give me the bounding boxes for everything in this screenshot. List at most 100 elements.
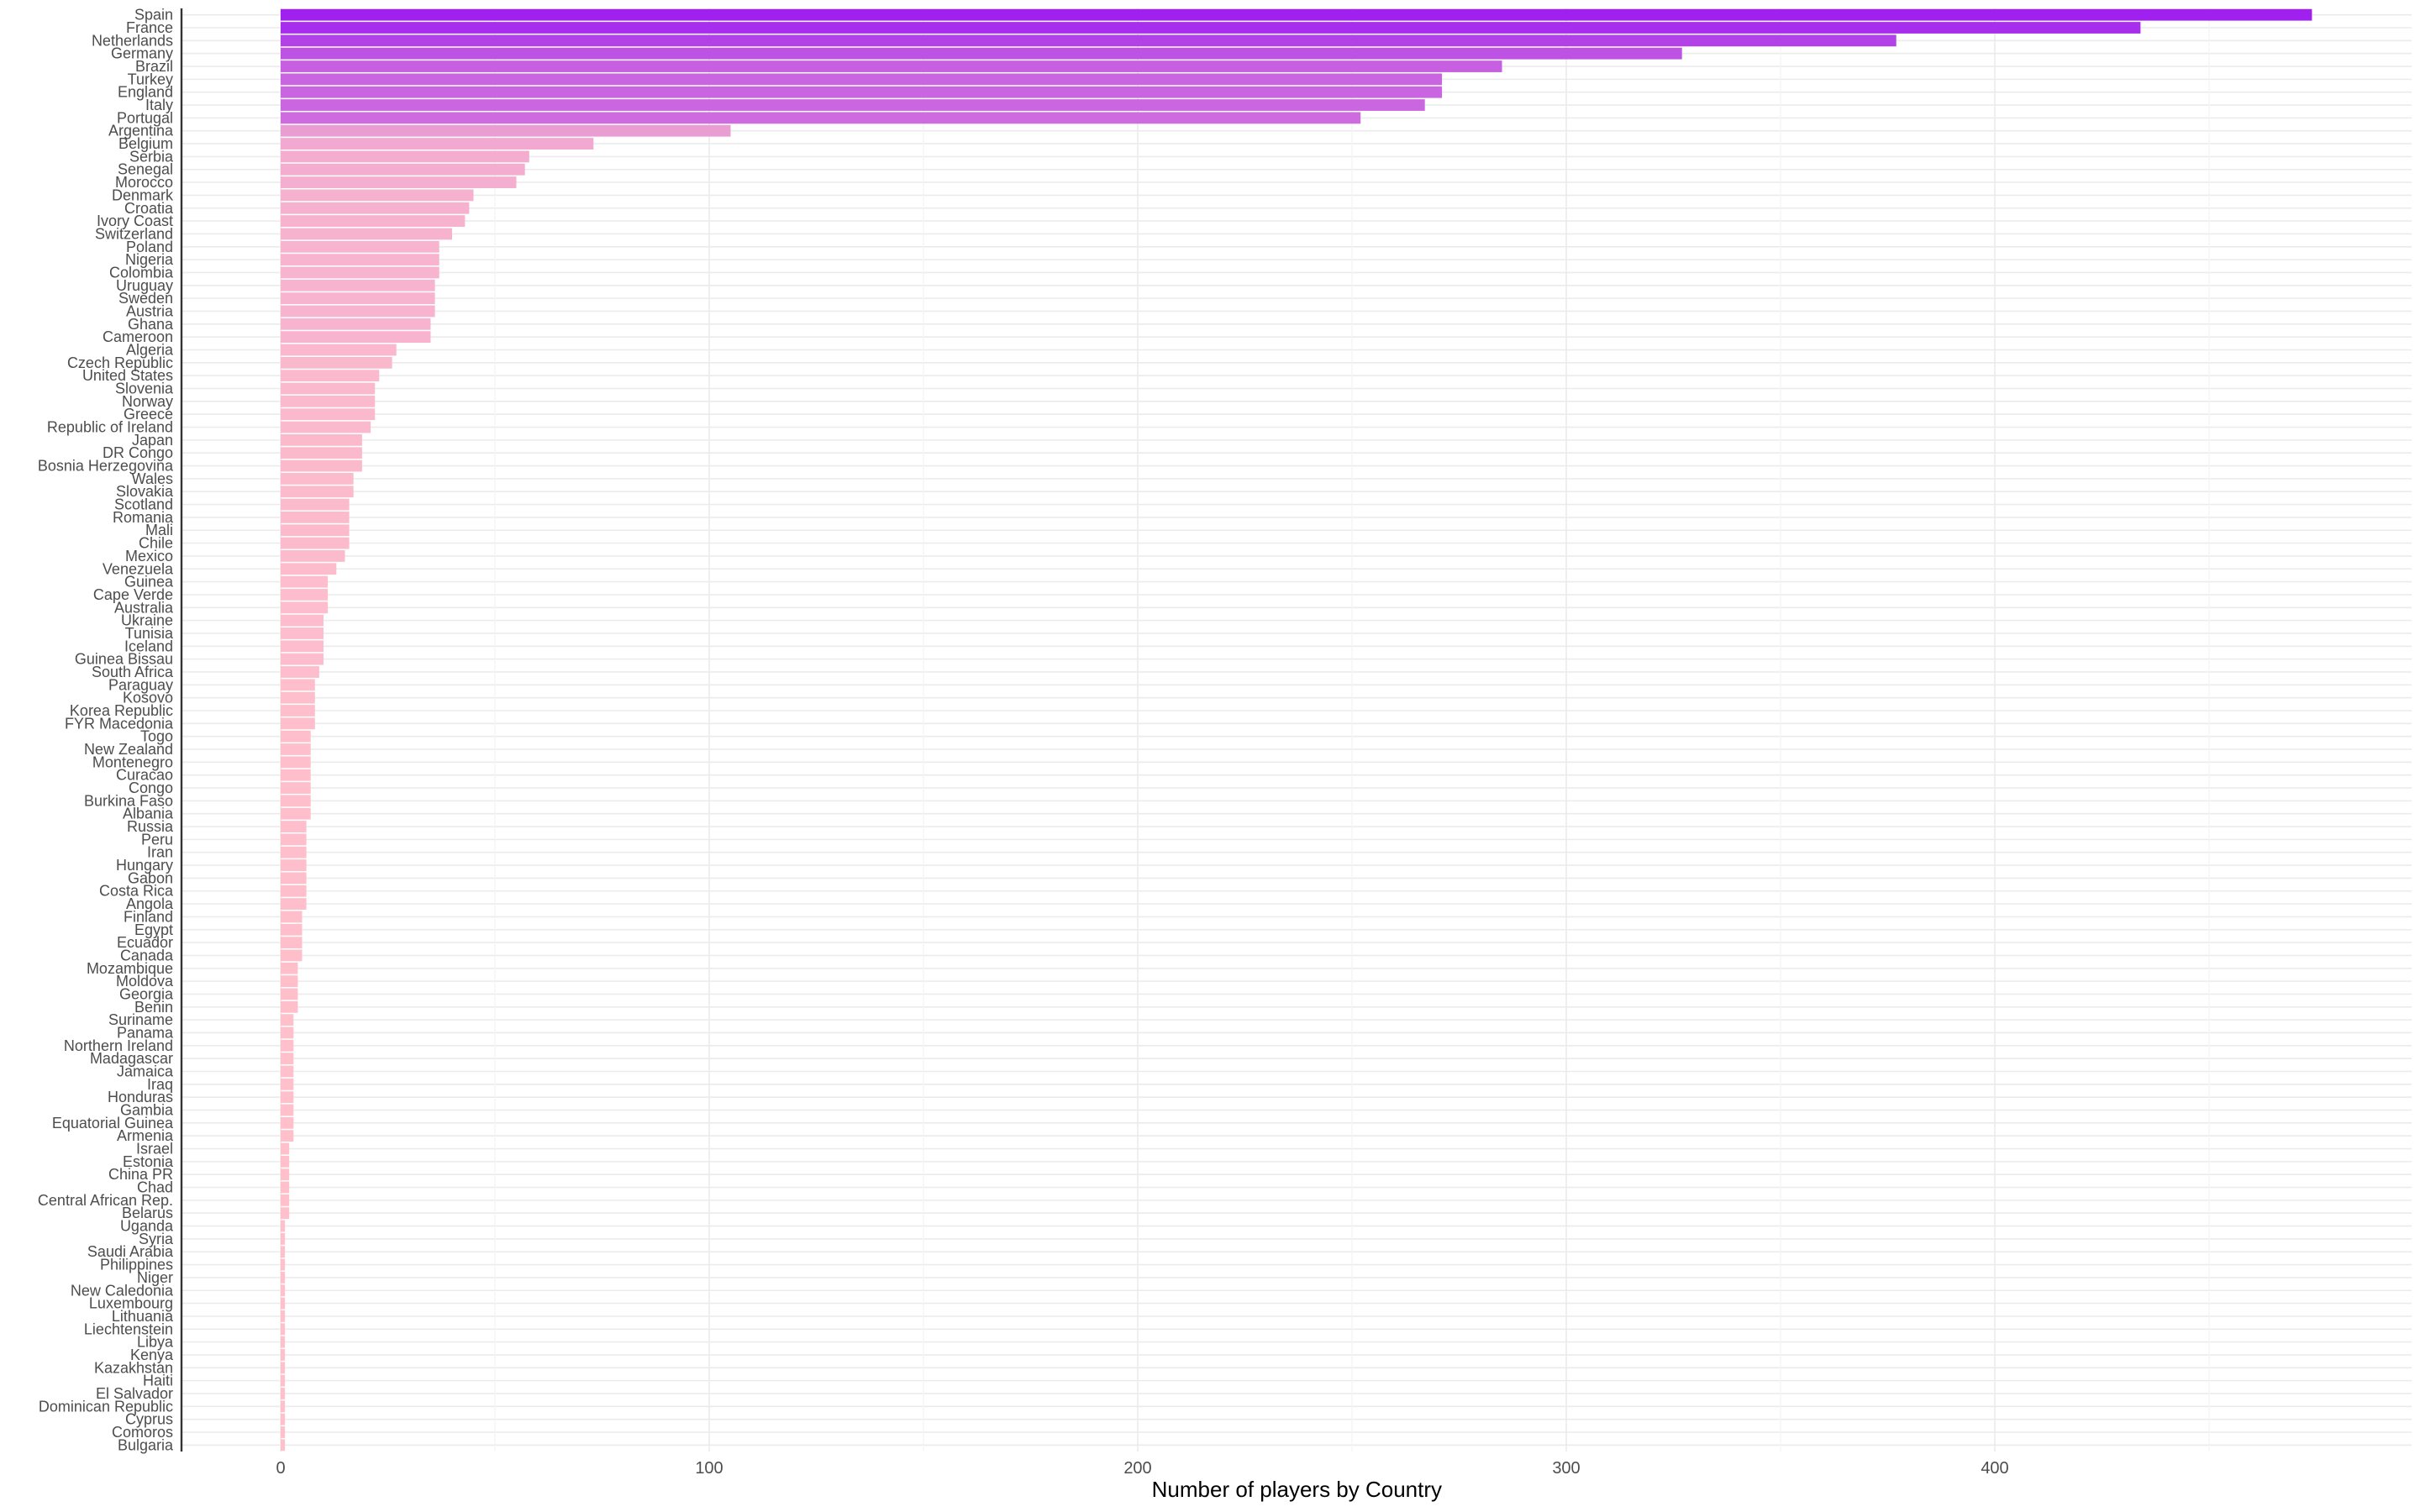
bar-cyprus bbox=[281, 1413, 286, 1425]
category-label: Switzerland bbox=[95, 225, 173, 242]
bar-france bbox=[281, 22, 2141, 34]
category-label: Turkey bbox=[128, 71, 173, 87]
x-tick-label: 100 bbox=[695, 1459, 723, 1478]
category-label: United States bbox=[82, 367, 173, 384]
bar-armenia bbox=[281, 1130, 294, 1142]
bar-belgium bbox=[281, 138, 594, 150]
category-label: Canada bbox=[120, 947, 174, 963]
category-label: Curacao bbox=[116, 767, 173, 784]
category-label: Burkina Faso bbox=[84, 792, 173, 809]
bar-jamaica bbox=[281, 1065, 294, 1078]
bar-iran bbox=[281, 846, 307, 858]
category-label: Romania bbox=[113, 509, 174, 526]
category-label: Greece bbox=[124, 406, 173, 423]
bar-nigeria bbox=[281, 254, 439, 266]
bar-poland bbox=[281, 240, 439, 253]
category-label: Germany bbox=[111, 45, 173, 62]
bar-philippines bbox=[281, 1258, 286, 1271]
category-label: Korea Republic bbox=[70, 702, 173, 719]
bar-italy bbox=[281, 99, 1425, 111]
x-tick-labels: 0 100 200 300 400 bbox=[276, 1459, 2008, 1478]
bar-comoros bbox=[281, 1426, 286, 1438]
x-axis-title: Number of players by Country bbox=[1152, 1477, 1442, 1502]
bar-lithuania bbox=[281, 1310, 286, 1322]
bar-canada bbox=[281, 949, 302, 962]
category-label: FYR Macedonia bbox=[65, 715, 174, 732]
bar-germany bbox=[281, 47, 1682, 60]
category-label: Bulgaria bbox=[118, 1436, 174, 1453]
category-label: Israel bbox=[136, 1141, 173, 1158]
category-label: New Zealand bbox=[84, 741, 173, 758]
bar-chile bbox=[281, 537, 350, 549]
category-label: Congo bbox=[129, 780, 173, 796]
category-label: Venezuela bbox=[103, 560, 174, 577]
category-label: Angola bbox=[126, 895, 174, 912]
category-label: Hungary bbox=[116, 857, 173, 874]
bar-morocco bbox=[281, 176, 517, 188]
category-label: Montenegro bbox=[92, 753, 173, 770]
bar-layer bbox=[281, 8, 2312, 1452]
category-label: Togo bbox=[140, 728, 173, 745]
category-label: Republic of Ireland bbox=[47, 419, 173, 436]
category-label: Lithuania bbox=[112, 1308, 174, 1325]
category-label: Ghana bbox=[128, 316, 174, 333]
category-label: Guinea bbox=[124, 574, 174, 591]
bar-fyr-macedonia bbox=[281, 717, 315, 730]
category-label: Slovenia bbox=[115, 381, 174, 397]
category-label: Kosovo bbox=[123, 690, 173, 706]
bar-belarus bbox=[281, 1207, 290, 1220]
category-label: Austria bbox=[126, 302, 174, 319]
category-label: Albania bbox=[123, 806, 174, 822]
category-label: Finland bbox=[124, 908, 173, 925]
category-label: Gabon bbox=[128, 869, 173, 886]
category-label: Russia bbox=[127, 818, 174, 835]
category-label: Costa Rica bbox=[99, 883, 174, 900]
bar-angola bbox=[281, 898, 307, 910]
bar-england bbox=[281, 86, 1443, 98]
bar-russia bbox=[281, 821, 307, 832]
bar-haiti bbox=[281, 1374, 286, 1387]
category-label: Luxembourg bbox=[89, 1295, 173, 1312]
bar-japan bbox=[281, 433, 362, 446]
bar-united-states bbox=[281, 370, 380, 382]
bar-cameroon bbox=[281, 331, 431, 344]
bar-slovakia bbox=[281, 486, 354, 498]
bar-china-pr bbox=[281, 1168, 290, 1181]
bar-ghana bbox=[281, 318, 431, 330]
category-label: Syria bbox=[139, 1231, 174, 1247]
bar-curacao bbox=[281, 769, 311, 781]
category-label: France bbox=[126, 19, 173, 36]
bar-spain bbox=[281, 8, 2312, 21]
bar-luxembourg bbox=[281, 1297, 286, 1310]
category-label: Scotland bbox=[114, 496, 173, 513]
category-label: Libya bbox=[137, 1334, 174, 1351]
bar-albania bbox=[281, 807, 311, 820]
bar-madagascar bbox=[281, 1053, 294, 1065]
category-label: Moldova bbox=[116, 973, 174, 990]
bar-bulgaria bbox=[281, 1439, 286, 1452]
category-label: Croatia bbox=[124, 200, 174, 217]
bar-uruguay bbox=[281, 279, 435, 291]
category-label: Philippines bbox=[100, 1257, 173, 1273]
bar-dominican-republic bbox=[281, 1400, 286, 1413]
bar-argentina bbox=[281, 124, 731, 137]
category-label: Denmark bbox=[112, 186, 174, 203]
category-label: Egypt bbox=[134, 921, 173, 938]
category-label: Mexico bbox=[125, 548, 173, 564]
category-label: Benin bbox=[134, 999, 173, 1016]
bar-austria bbox=[281, 305, 435, 318]
category-label: Italy bbox=[145, 97, 173, 113]
bar-congo bbox=[281, 782, 311, 794]
category-label: Netherlands bbox=[92, 32, 173, 49]
bar-burkina-faso bbox=[281, 795, 311, 807]
category-label: Haiti bbox=[143, 1373, 173, 1389]
bar-suriname bbox=[281, 1014, 294, 1026]
bar-korea-republic bbox=[281, 705, 315, 717]
bar-saudi-arabia bbox=[281, 1246, 286, 1258]
bar-libya bbox=[281, 1336, 286, 1348]
bar-montenegro bbox=[281, 756, 311, 769]
bar-honduras bbox=[281, 1091, 294, 1104]
category-label: Spain bbox=[134, 7, 173, 24]
bar-dr-congo bbox=[281, 447, 362, 459]
